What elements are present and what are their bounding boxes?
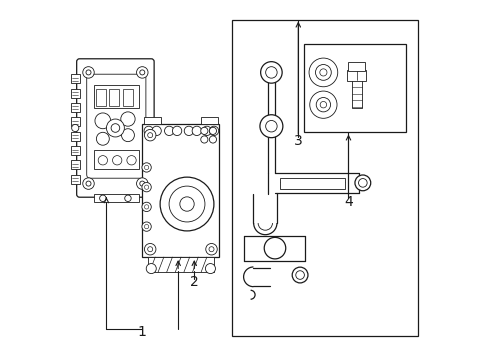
Circle shape (180, 197, 194, 211)
Circle shape (169, 186, 204, 222)
Circle shape (354, 175, 370, 191)
Circle shape (265, 121, 277, 132)
Circle shape (144, 205, 148, 209)
Bar (200, 117, 217, 125)
Circle shape (209, 127, 216, 134)
Circle shape (201, 136, 207, 143)
Circle shape (264, 237, 285, 259)
Circle shape (205, 264, 215, 274)
Circle shape (309, 91, 336, 118)
Circle shape (320, 102, 326, 108)
Bar (70, 160, 80, 169)
Circle shape (146, 264, 156, 274)
Text: 2: 2 (189, 275, 198, 289)
Circle shape (142, 202, 151, 212)
Bar (96, 89, 105, 107)
Bar (303, 44, 405, 132)
Bar (109, 89, 119, 107)
Circle shape (172, 126, 182, 135)
Text: 1: 1 (138, 325, 146, 339)
Bar (70, 89, 80, 98)
Circle shape (72, 125, 79, 132)
Circle shape (260, 115, 282, 138)
Circle shape (358, 179, 366, 187)
Bar (348, 62, 364, 71)
Circle shape (201, 127, 207, 134)
Circle shape (315, 64, 330, 80)
Circle shape (86, 70, 91, 75)
Bar (142, 125, 219, 257)
Circle shape (147, 247, 152, 252)
Circle shape (144, 165, 148, 170)
Bar (94, 149, 139, 169)
FancyBboxPatch shape (86, 74, 145, 178)
FancyBboxPatch shape (77, 59, 154, 197)
Bar (231, 21, 418, 336)
Circle shape (82, 178, 94, 189)
Circle shape (100, 195, 106, 202)
Bar (144, 117, 161, 125)
Bar (122, 89, 133, 107)
Circle shape (144, 185, 148, 189)
Circle shape (96, 132, 109, 145)
Circle shape (142, 163, 151, 172)
Circle shape (316, 98, 330, 112)
Circle shape (160, 177, 213, 231)
Circle shape (292, 267, 307, 283)
Circle shape (144, 130, 156, 141)
Circle shape (209, 136, 216, 143)
Circle shape (121, 112, 135, 126)
Circle shape (319, 69, 326, 76)
Bar (70, 132, 80, 140)
Bar (70, 175, 80, 184)
Circle shape (140, 70, 144, 75)
Circle shape (140, 181, 144, 186)
Bar (70, 103, 80, 112)
Circle shape (184, 126, 193, 135)
Bar (70, 117, 80, 126)
Text: 4: 4 (344, 194, 352, 208)
Circle shape (106, 119, 124, 137)
Circle shape (95, 113, 110, 129)
Circle shape (205, 243, 217, 255)
Circle shape (202, 126, 211, 135)
Circle shape (144, 243, 156, 255)
Bar (147, 257, 214, 272)
Circle shape (98, 156, 107, 165)
Circle shape (265, 67, 277, 78)
Bar (94, 194, 139, 202)
Circle shape (136, 178, 148, 189)
Circle shape (111, 124, 120, 132)
Circle shape (142, 183, 151, 192)
Circle shape (136, 67, 148, 78)
Circle shape (164, 126, 174, 135)
Circle shape (144, 225, 148, 229)
Circle shape (121, 129, 134, 141)
Circle shape (142, 222, 151, 231)
Bar (346, 70, 366, 81)
Circle shape (192, 126, 201, 135)
Bar (351, 76, 362, 108)
Circle shape (82, 67, 94, 78)
Circle shape (209, 126, 218, 135)
Bar (70, 146, 80, 155)
Circle shape (86, 181, 91, 186)
Circle shape (260, 62, 282, 83)
Circle shape (152, 126, 161, 135)
Circle shape (208, 247, 214, 252)
Bar (70, 74, 80, 83)
Circle shape (124, 195, 131, 202)
Bar (94, 85, 139, 108)
Text: 3: 3 (293, 134, 302, 148)
Bar (280, 178, 344, 189)
Circle shape (144, 126, 153, 135)
Circle shape (126, 156, 136, 165)
Circle shape (308, 58, 337, 87)
Circle shape (295, 271, 304, 279)
Circle shape (112, 156, 122, 165)
Circle shape (147, 133, 152, 138)
